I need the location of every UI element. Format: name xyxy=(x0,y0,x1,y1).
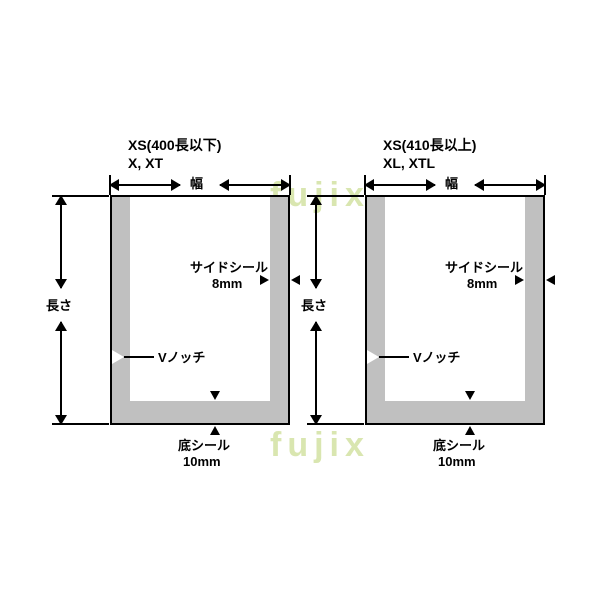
arrow xyxy=(260,275,269,285)
right-bag-panel xyxy=(365,195,545,425)
leader xyxy=(379,356,409,358)
leader xyxy=(124,356,154,358)
left-title-line2: X, XT xyxy=(128,155,163,173)
right-length-label: 長さ xyxy=(301,298,327,314)
bag-outline xyxy=(365,195,545,425)
side-seal-right xyxy=(525,197,543,423)
left-bottom-seal-l1: 底シール xyxy=(178,438,230,454)
right-bottom-seal-l2: 10mm xyxy=(438,454,476,470)
right-width-label: 幅 xyxy=(445,176,458,192)
dim-width-right xyxy=(365,184,435,186)
dim-width-left xyxy=(220,184,290,186)
dim-width-left xyxy=(110,184,180,186)
dim-width-right xyxy=(475,184,545,186)
right-title-line2: XL, XTL xyxy=(383,155,435,173)
arrow xyxy=(210,391,220,400)
v-notch xyxy=(112,350,124,364)
right-vnotch-label: Vノッチ xyxy=(413,350,460,366)
arrow xyxy=(291,275,300,285)
right-side-seal-l1: サイドシール xyxy=(445,260,523,276)
arrow xyxy=(465,426,475,435)
left-side-seal-l1: サイドシール xyxy=(190,260,268,276)
bottom-seal xyxy=(367,401,543,423)
dim-length-left xyxy=(60,196,62,288)
left-width-label: 幅 xyxy=(190,176,203,192)
side-seal-left xyxy=(367,197,385,423)
arrow xyxy=(515,275,524,285)
dim-length-right xyxy=(315,322,317,424)
side-seal-left xyxy=(112,197,130,423)
arrow xyxy=(210,426,220,435)
left-side-seal-l2: 8mm xyxy=(212,276,242,292)
left-bag-panel xyxy=(110,195,290,425)
bottom-seal xyxy=(112,401,288,423)
v-notch xyxy=(367,350,379,364)
diagram-stage: { "watermark_text": "fujix", "watermark_… xyxy=(0,0,600,600)
dim-length-left xyxy=(60,322,62,424)
left-vnotch-label: Vノッチ xyxy=(158,350,205,366)
side-seal-right xyxy=(270,197,288,423)
watermark-text: fujix xyxy=(270,426,370,465)
left-bottom-seal-l2: 10mm xyxy=(183,454,221,470)
arrow xyxy=(546,275,555,285)
bag-outline xyxy=(110,195,290,425)
right-bottom-seal-l1: 底シール xyxy=(433,438,485,454)
right-side-seal-l2: 8mm xyxy=(467,276,497,292)
left-title-line1: XS(400長以下) xyxy=(128,137,221,155)
dim-length-right xyxy=(315,196,317,288)
right-title-line1: XS(410長以上) xyxy=(383,137,476,155)
left-length-label: 長さ xyxy=(46,298,72,314)
arrow xyxy=(465,391,475,400)
